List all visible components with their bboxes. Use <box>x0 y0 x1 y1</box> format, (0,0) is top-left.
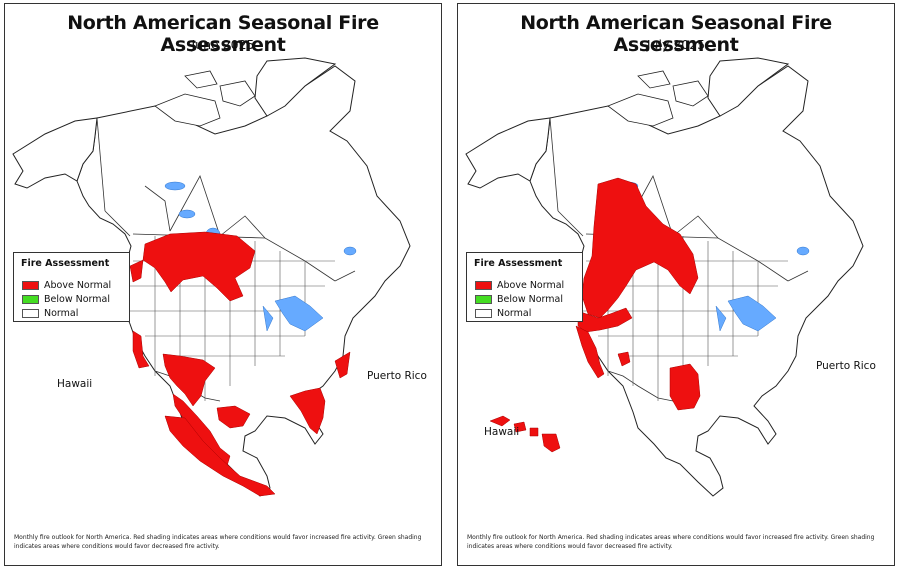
legend-swatch-above-normal <box>22 281 39 290</box>
hawaii-label: Hawaii <box>57 378 93 390</box>
legend: Fire Assessment Above Normal Below Norma… <box>466 252 583 322</box>
legend-item: Normal <box>475 308 531 319</box>
greenland-shape <box>254 57 337 117</box>
panel-title: North American Seasonal Fire Assessment <box>520 12 832 56</box>
legend-swatch-below-normal <box>22 295 39 304</box>
north-america-map <box>12 57 411 497</box>
legend-label: Below Normal <box>44 294 110 305</box>
above-normal-areas <box>129 231 351 497</box>
legend-swatch-normal <box>22 309 39 318</box>
legend: Fire Assessment Above Normal Below Norma… <box>13 252 130 322</box>
legend-item: Below Normal <box>475 294 563 305</box>
puerto-rico-label: Puerto Rico <box>367 370 427 382</box>
legend-item: Below Normal <box>22 294 110 305</box>
legend-title: Fire Assessment <box>474 258 563 269</box>
legend-swatch-below-normal <box>475 295 492 304</box>
legend-label: Normal <box>497 308 532 319</box>
map-panel-june: North American Seasonal Fire Assessment … <box>4 3 442 566</box>
greenland-shape <box>707 57 790 117</box>
legend-swatch-normal <box>475 309 492 318</box>
above-normal-areas <box>489 177 701 453</box>
arctic-islands <box>607 70 709 127</box>
legend-item: Above Normal <box>475 280 564 291</box>
legend-label: Normal <box>44 308 79 319</box>
alaska-shape <box>12 117 98 189</box>
footnote: Monthly fire outlook for North America. … <box>467 534 875 550</box>
map-panel-july: North American Seasonal Fire Assessment … <box>457 3 895 566</box>
legend-label: Above Normal <box>44 280 112 291</box>
panel-title: North American Seasonal Fire Assessment <box>67 12 379 56</box>
legend-label: Above Normal <box>497 280 565 291</box>
legend-title: Fire Assessment <box>21 258 110 269</box>
legend-label: Below Normal <box>497 294 563 305</box>
legend-swatch-above-normal <box>475 281 492 290</box>
legend-item: Normal <box>22 308 78 319</box>
legend-item: Above Normal <box>22 280 111 291</box>
hawaii-label: Hawaii <box>484 426 520 438</box>
north-america-map <box>465 57 864 497</box>
lakes <box>164 181 357 332</box>
continent-shape <box>76 65 411 497</box>
puerto-rico-label: Puerto Rico <box>816 360 876 372</box>
panel-subtitle: July 2025 <box>646 37 706 52</box>
panel-subtitle: June 2025 <box>191 37 255 52</box>
alaska-shape <box>465 117 551 189</box>
footnote: Monthly fire outlook for North America. … <box>14 534 422 550</box>
arctic-islands <box>154 70 256 127</box>
